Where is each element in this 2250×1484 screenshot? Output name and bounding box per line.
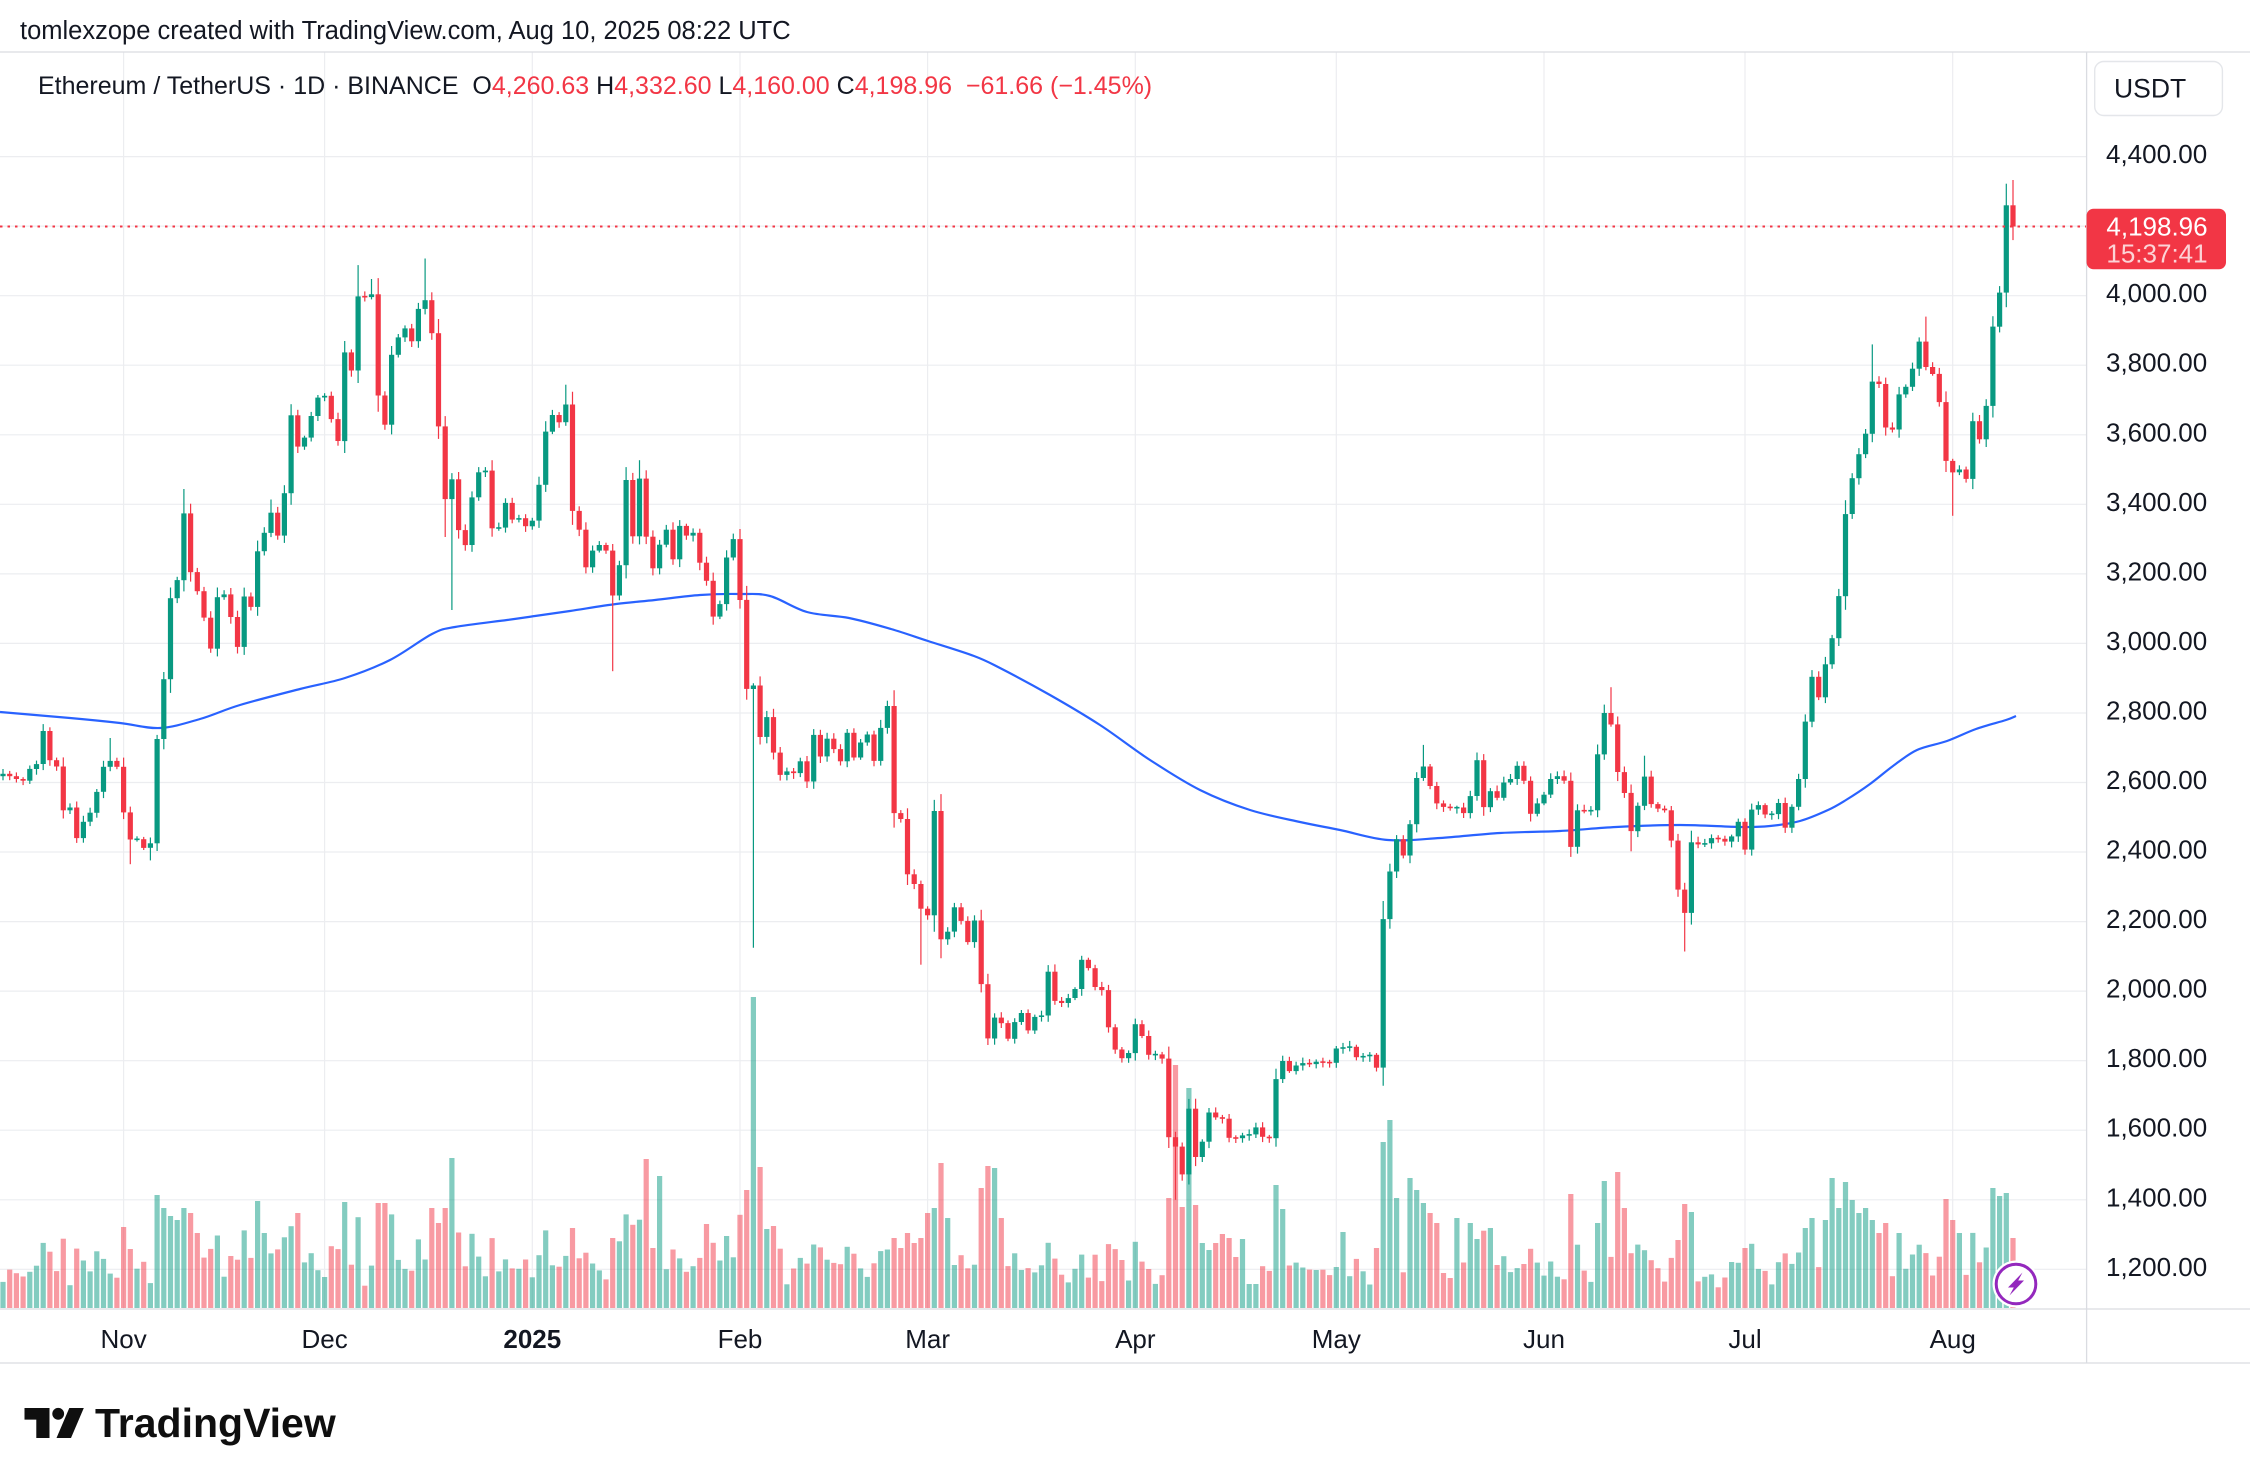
svg-text:May: May	[1312, 1324, 1361, 1354]
svg-text:1,600.00: 1,600.00	[2106, 1113, 2207, 1143]
svg-text:Aug: Aug	[1930, 1324, 1976, 1354]
svg-text:Jun: Jun	[1523, 1324, 1565, 1354]
svg-text:Feb: Feb	[718, 1324, 763, 1354]
svg-text:4,400.00: 4,400.00	[2106, 139, 2207, 169]
svg-text:4,000.00: 4,000.00	[2106, 278, 2207, 308]
svg-text:USDT: USDT	[2114, 74, 2186, 104]
svg-text:Jul: Jul	[1728, 1324, 1761, 1354]
svg-text:3,200.00: 3,200.00	[2106, 556, 2207, 586]
svg-text:3,600.00: 3,600.00	[2106, 417, 2207, 447]
svg-text:2,600.00: 2,600.00	[2106, 765, 2207, 795]
svg-text:2,200.00: 2,200.00	[2106, 904, 2207, 934]
svg-text:Nov: Nov	[100, 1324, 146, 1354]
svg-text:2,800.00: 2,800.00	[2106, 696, 2207, 726]
svg-text:2,000.00: 2,000.00	[2106, 974, 2207, 1004]
svg-text:1,400.00: 1,400.00	[2106, 1182, 2207, 1212]
svg-text:3,400.00: 3,400.00	[2106, 487, 2207, 517]
svg-text:1,200.00: 1,200.00	[2106, 1252, 2207, 1282]
svg-text:3,000.00: 3,000.00	[2106, 626, 2207, 656]
svg-text:2,400.00: 2,400.00	[2106, 835, 2207, 865]
svg-text:Mar: Mar	[905, 1324, 950, 1354]
svg-text:4,198.96: 4,198.96	[2106, 212, 2207, 242]
svg-text:3,800.00: 3,800.00	[2106, 348, 2207, 378]
svg-text:2025: 2025	[503, 1324, 561, 1354]
svg-text:Dec: Dec	[301, 1324, 347, 1354]
svg-text:15:37:41: 15:37:41	[2106, 239, 2207, 269]
svg-text:Apr: Apr	[1115, 1324, 1156, 1354]
svg-text:1,800.00: 1,800.00	[2106, 1043, 2207, 1073]
svg-text:TradingView: TradingView	[95, 1400, 336, 1446]
